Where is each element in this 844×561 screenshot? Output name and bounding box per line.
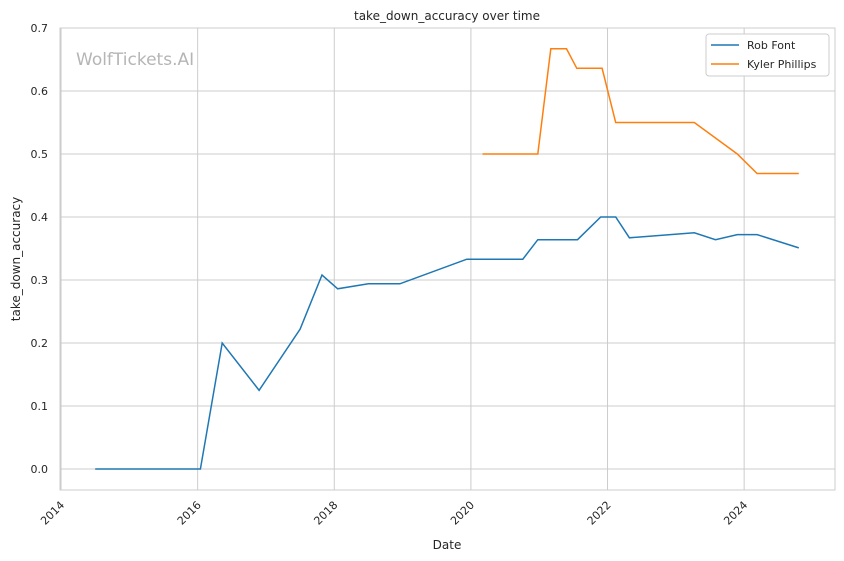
legend-label: Rob Font: [747, 39, 796, 52]
y-tick-label: 0.0: [31, 463, 49, 476]
x-tick-label: 2022: [585, 499, 614, 528]
watermark: WolfTickets.AI: [76, 50, 194, 70]
x-axis-label: Date: [433, 538, 462, 552]
chart-title: take_down_accuracy over time: [354, 9, 540, 23]
legend-label: Kyler Phillips: [747, 58, 817, 71]
y-tick-label: 0.2: [31, 337, 49, 350]
y-tick-label: 0.1: [31, 400, 49, 413]
series-line-rob-font: [95, 216, 800, 470]
y-tick-label: 0.3: [31, 274, 49, 287]
series-line-kyler-phillips: [482, 48, 799, 175]
x-tick-label: 2016: [175, 499, 204, 528]
y-tick-label: 0.5: [31, 148, 49, 161]
plot-frame: [59, 27, 836, 491]
y-axis-label: take_down_accuracy: [9, 197, 23, 321]
x-tick-label: 2018: [311, 499, 340, 528]
legend: Rob Font Kyler Phillips: [705, 33, 830, 77]
y-tick-label: 0.4: [31, 211, 49, 224]
grid: [60, 27, 835, 490]
x-tick-label: 2014: [38, 499, 67, 528]
y-tick-label: 0.7: [31, 22, 49, 35]
x-tick-label: 2024: [721, 499, 750, 528]
y-tick-label: 0.6: [31, 85, 49, 98]
x-tick-label: 2020: [448, 499, 477, 528]
